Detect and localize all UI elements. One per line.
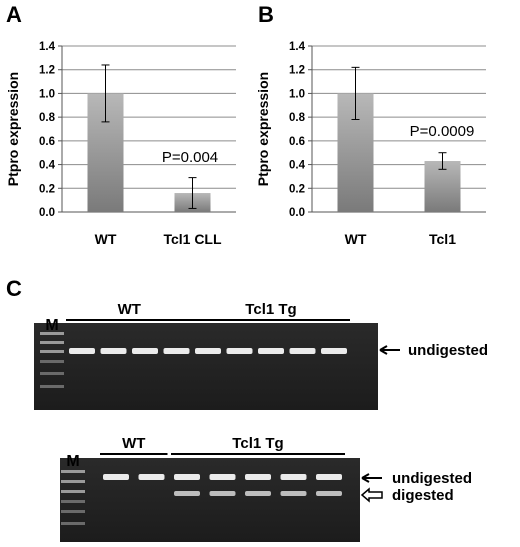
y-tick-label: 1.2 [289, 65, 305, 77]
ladder-band [61, 522, 85, 525]
band-undigested [226, 348, 253, 354]
band-digested [280, 491, 307, 496]
p-value-annotation: P=0.0009 [410, 123, 475, 140]
y-tick-label: 0.0 [39, 207, 55, 219]
ladder-band [40, 332, 64, 335]
y-tick-label: 1.2 [39, 65, 55, 77]
y-tick-label: 1.0 [289, 88, 305, 100]
category-label: WT [95, 231, 117, 247]
band-undigested [132, 348, 158, 354]
y-tick-label: 1.4 [289, 41, 306, 53]
ladder-band [40, 385, 64, 388]
y-tick-label: 0.8 [289, 112, 306, 124]
ladder-band [61, 510, 85, 513]
marker-label: M [66, 453, 79, 470]
p-value-annotation: P=0.004 [162, 149, 218, 166]
band-digested [209, 491, 236, 496]
marker-label: M [45, 317, 58, 334]
y-tick-label: 0.6 [289, 136, 305, 148]
ladder-band [61, 490, 85, 493]
group-label: Tcl1 Tg [245, 301, 296, 318]
group-label: Tcl1 Tg [232, 435, 283, 452]
y-tick-label: 0.6 [39, 136, 55, 148]
ladder-band [40, 350, 64, 353]
band-undigested [280, 474, 307, 480]
y-tick-label: 0.4 [289, 160, 306, 172]
gel-1: M WT Tcl1 Tg undigested [34, 301, 488, 410]
y-tick-label: 0.0 [289, 207, 305, 219]
gel-background [60, 458, 360, 542]
ladder-band [40, 360, 64, 363]
band-digested [316, 491, 342, 496]
band-undigested [69, 348, 95, 354]
y-tick-label: 0.2 [289, 183, 305, 195]
y-axis-label: Ptpro expression [5, 72, 21, 186]
band-arrowhead [361, 473, 370, 483]
panel-label-a: A [6, 2, 22, 27]
band-undigested [163, 348, 190, 354]
band-label: undigested [392, 470, 472, 487]
ladder-band [61, 470, 85, 473]
band-arrow-hollow [360, 487, 383, 503]
gel-background [34, 323, 378, 410]
band-undigested [100, 348, 127, 354]
band-arrowhead [379, 345, 388, 355]
band-digested [174, 491, 200, 496]
y-tick-label: 0.4 [39, 160, 56, 172]
band-label: undigested [408, 342, 488, 359]
band-undigested [209, 474, 236, 480]
band-undigested [321, 348, 347, 354]
y-tick-label: 0.8 [39, 112, 56, 124]
ladder-band [61, 480, 85, 483]
band-digested [245, 491, 271, 496]
chart-b: 0.0 0.2 0.4 0.6 0.8 1.0 1.2 1.4 Ptpro expression… [255, 41, 486, 247]
group-label: WT [118, 301, 141, 318]
panel-label-c: C [6, 276, 22, 301]
y-axis-label: Ptpro expression [255, 72, 271, 186]
y-tick-label: 1.4 [39, 41, 56, 53]
y-tick-label: 0.2 [39, 183, 55, 195]
band-label: digested [392, 487, 454, 504]
ladder-band [40, 372, 64, 375]
band-undigested [289, 348, 316, 354]
band-undigested [316, 474, 342, 480]
band-undigested [174, 474, 200, 480]
ladder-band [40, 341, 64, 344]
band-undigested [195, 348, 221, 354]
panel-label-b: B [258, 2, 274, 27]
y-tick-label: 1.0 [39, 88, 55, 100]
chart-a: 0.0 0.2 0.4 0.6 0.8 1.0 1.2 1.4 Ptpro expression… [5, 41, 236, 247]
ladder-band [61, 500, 85, 503]
category-label: Tcl1 CLL [163, 231, 222, 247]
category-label: WT [345, 231, 367, 247]
category-label: Tcl1 [429, 231, 456, 247]
group-label: WT [122, 435, 145, 452]
band-undigested [258, 348, 284, 354]
band-undigested [138, 474, 165, 480]
band-undigested [103, 474, 129, 480]
band-undigested [245, 474, 271, 480]
